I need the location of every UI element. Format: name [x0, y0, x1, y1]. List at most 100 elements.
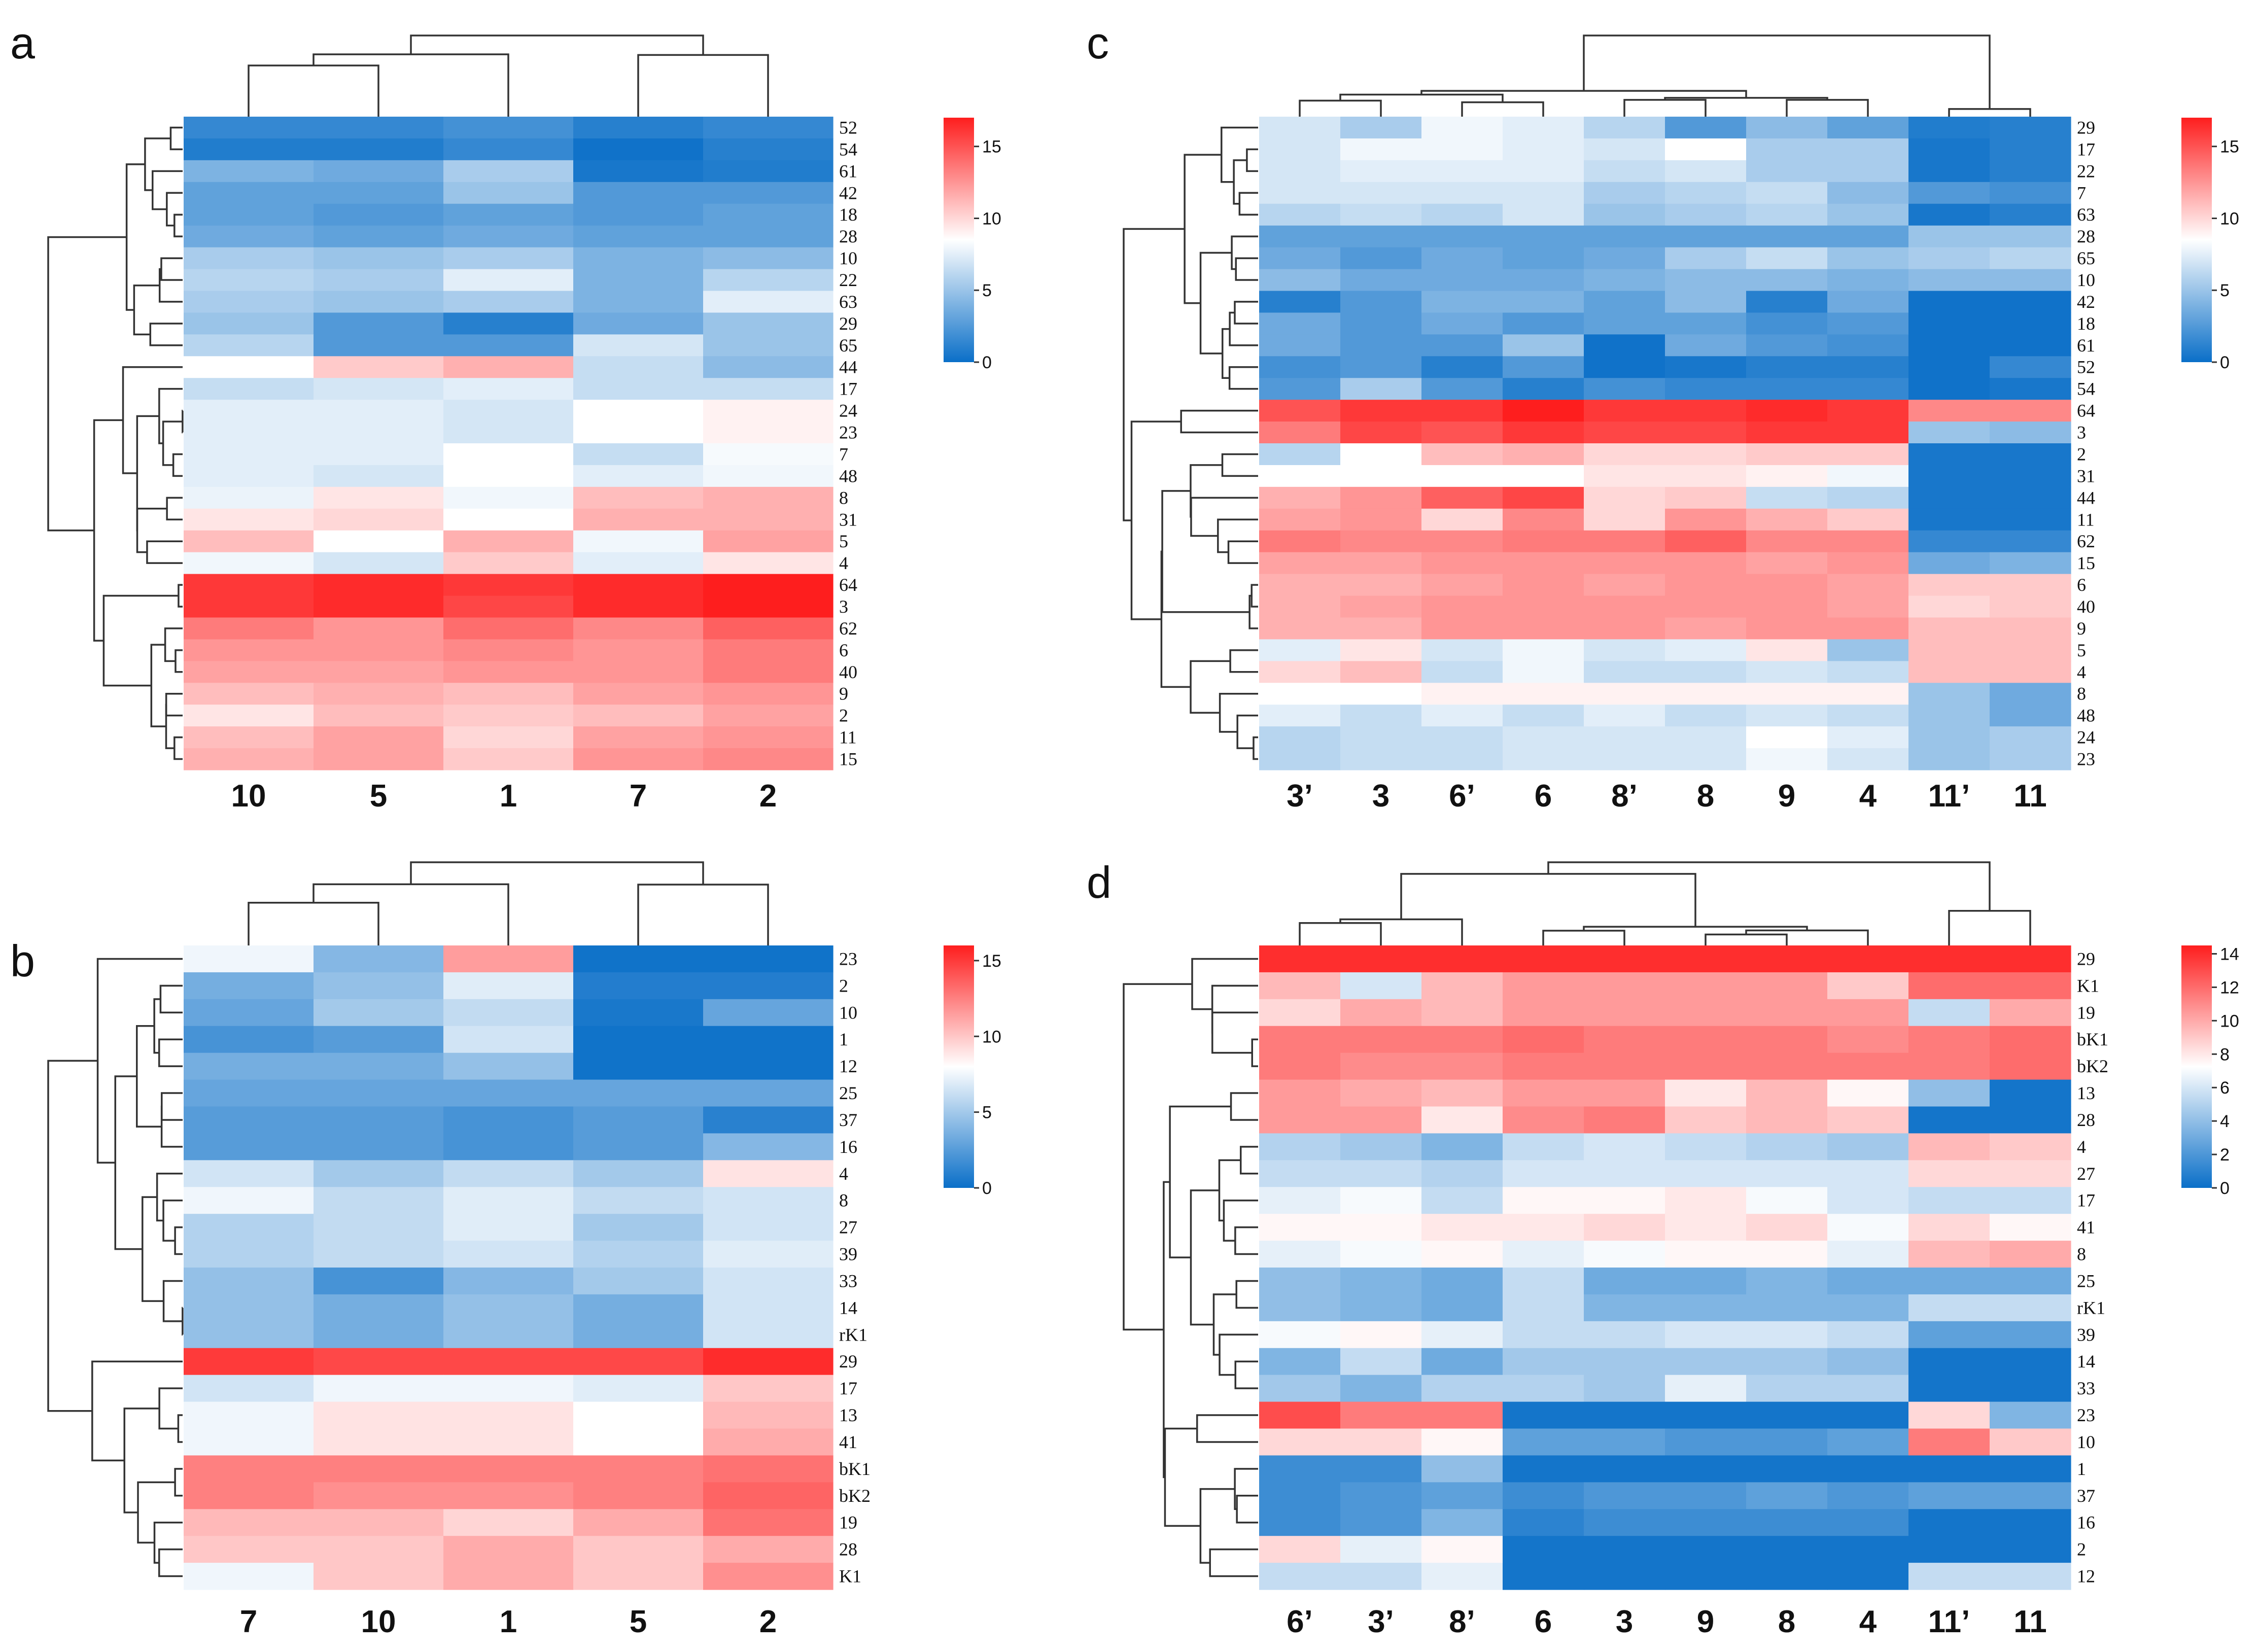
heatmap-cell	[703, 486, 833, 509]
heatmap-cell	[1503, 595, 1584, 618]
heatmap-cell	[1665, 1563, 1747, 1590]
row-label: 17	[2077, 1190, 2095, 1211]
heatmap-cell	[443, 1106, 574, 1134]
heatmap-cell	[1259, 1455, 1341, 1483]
heatmap-cell	[703, 1482, 833, 1509]
heatmap-cell	[703, 530, 833, 553]
heatmap-cell	[443, 972, 574, 1000]
column-label: 6	[1535, 779, 1552, 814]
heatmap-cell	[443, 269, 574, 292]
heatmap-cell	[1746, 1052, 1828, 1080]
heatmap-cell	[1908, 972, 1990, 1000]
heatmap-cell	[1584, 595, 1665, 618]
heatmap-cell	[703, 1321, 833, 1349]
heatmap-cell	[184, 1509, 314, 1536]
heatmap-cell	[1908, 748, 1990, 770]
heatmap-cell	[1827, 683, 1909, 705]
colorbar: 15 10 5 0	[2181, 118, 2239, 372]
heatmap-cell	[1827, 1536, 1909, 1563]
heatmap-cell	[1584, 1428, 1665, 1456]
row-label: 9	[839, 684, 848, 704]
heatmap-cell	[443, 1160, 574, 1187]
heatmap-cell	[1746, 1133, 1828, 1161]
heatmap-cell	[1665, 486, 1747, 509]
heatmap-cell	[1665, 1214, 1747, 1241]
heatmap-cell	[1827, 465, 1909, 487]
heatmap-cell	[314, 443, 444, 466]
heatmap-cell	[184, 1133, 314, 1161]
heatmap-cell	[443, 1241, 574, 1268]
heatmap-cell	[443, 117, 574, 139]
row-label: 16	[839, 1137, 857, 1157]
heatmap-cell	[1259, 574, 1341, 596]
heatmap-cell	[1746, 1294, 1828, 1322]
heatmap-cell	[314, 1133, 444, 1161]
heatmap-cell	[314, 1187, 444, 1214]
heatmap-cell	[573, 1401, 704, 1429]
heatmap-cell	[1340, 291, 1422, 313]
row-label: 8	[2077, 684, 2086, 704]
heatmap-cell	[1259, 421, 1341, 444]
heatmap-cell	[1990, 1106, 2071, 1134]
heatmap-cell	[1746, 291, 1828, 313]
row-label: 62	[839, 618, 857, 639]
row-label: 5	[839, 531, 848, 551]
heatmap-cell	[1665, 400, 1747, 422]
heatmap-cell	[573, 683, 704, 705]
heatmap-cell	[1421, 1375, 1503, 1402]
row-label: 27	[839, 1217, 857, 1238]
heatmap-cell	[1259, 748, 1341, 770]
heatmap-cell	[1503, 726, 1584, 749]
heatmap-cell	[1990, 1294, 2071, 1322]
heatmap-cell	[443, 552, 574, 575]
heatmap-cell	[1990, 160, 2071, 183]
heatmap-cell	[443, 1482, 574, 1509]
heatmap-cell	[1340, 1428, 1422, 1456]
heatmap-cell	[1908, 225, 1990, 248]
heatmap-cell	[1259, 530, 1341, 553]
heatmap-cell	[1503, 138, 1584, 161]
heatmap-cell	[1827, 1401, 1909, 1429]
row-label: 8	[839, 487, 848, 508]
heatmap-cell	[1827, 1052, 1909, 1080]
heatmap-cell	[703, 1241, 833, 1268]
heatmap-cell	[1908, 1428, 1990, 1456]
panel-d: d29K119bK1bK213284271741825rK13914332310…	[1087, 857, 2239, 1639]
heatmap-cell	[184, 1187, 314, 1214]
heatmap-cell	[1421, 1133, 1503, 1161]
heatmap-cell	[1827, 1563, 1909, 1590]
heatmap-cell	[1259, 972, 1341, 1000]
heatmap-cell	[184, 1455, 314, 1483]
heatmap-cell	[1665, 508, 1747, 531]
row-dendrogram	[1123, 958, 1258, 1577]
heatmap-cell	[1259, 661, 1341, 683]
heatmap-cell	[1503, 1294, 1584, 1322]
row-label: 23	[839, 948, 857, 969]
heatmap-cell	[1421, 400, 1503, 422]
row-label: 28	[2077, 1110, 2095, 1130]
heatmap-cell	[443, 247, 574, 270]
heatmap-cell	[1908, 443, 1990, 466]
heatmap-cell	[1827, 1133, 1909, 1161]
heatmap-cell	[1421, 1536, 1503, 1563]
heatmap-cell	[1503, 552, 1584, 575]
colorbar-tick-label: 0	[982, 353, 992, 372]
heatmap-cell	[1503, 269, 1584, 292]
heatmap-cell	[314, 508, 444, 531]
heatmap-cell	[1340, 1214, 1422, 1241]
heatmap-cell	[1908, 617, 1990, 640]
heatmap-cell	[1421, 661, 1503, 683]
heatmap-cell	[443, 639, 574, 661]
column-label: 1	[500, 1604, 517, 1639]
heatmap-cell	[1503, 574, 1584, 596]
heatmap-cell	[1990, 1375, 2071, 1402]
colorbar-tick-label: 10	[982, 209, 1001, 228]
heatmap-cell	[1259, 1428, 1341, 1456]
heatmap-cell	[1503, 356, 1584, 378]
heatmap-cell	[1259, 486, 1341, 509]
heatmap-cell	[1990, 748, 2071, 770]
heatmap-cell	[1421, 1428, 1503, 1456]
row-label: 62	[2077, 531, 2095, 551]
heatmap-cell	[1827, 203, 1909, 226]
heatmap-cell	[1827, 269, 1909, 292]
